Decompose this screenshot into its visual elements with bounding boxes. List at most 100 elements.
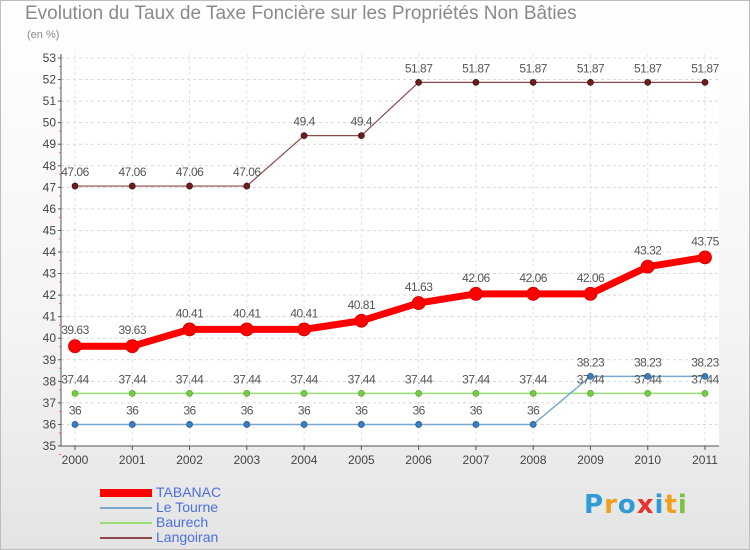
data-point [529, 421, 537, 428]
data-label: 51.87 [462, 61, 490, 75]
data-label: 36 [412, 403, 425, 417]
legend-label: TABANAC [156, 484, 222, 500]
data-point [68, 339, 82, 354]
x-tick-label: 2002 [176, 453, 203, 467]
series-line-langoiran [75, 81, 705, 187]
data-label: 43.32 [634, 244, 662, 258]
logo-letter: x [636, 490, 655, 520]
data-label: 40.81 [348, 298, 376, 312]
x-tick-label: 2003 [233, 453, 260, 467]
x-tick-label: 2011 [692, 453, 718, 467]
y-tick-label: 36 [43, 417, 57, 431]
data-point [186, 182, 193, 190]
data-point [587, 372, 594, 380]
data-point [472, 78, 480, 86]
data-point [415, 421, 423, 428]
data-point [587, 78, 594, 86]
data-label: 37.44 [61, 372, 89, 386]
x-tick-label: 2005 [348, 453, 375, 467]
logo-letter: t [664, 490, 678, 520]
data-label: 47.06 [233, 165, 261, 179]
data-point [300, 421, 308, 428]
data-point [354, 313, 369, 328]
data-label: 36 [241, 403, 254, 417]
data-point [300, 390, 308, 397]
data-label: 36 [298, 403, 311, 417]
data-point [701, 372, 709, 380]
data-point [640, 259, 655, 274]
y-tick-label: 48 [43, 159, 57, 173]
data-label: 39.63 [61, 323, 89, 337]
data-label: 49.4 [293, 115, 315, 129]
data-point [128, 182, 136, 190]
data-label: 36 [527, 403, 540, 417]
y-tick-label: 44 [43, 245, 57, 259]
data-point [583, 286, 598, 301]
x-tick-label: 2001 [119, 453, 146, 467]
y-tick-label: 43 [43, 267, 57, 281]
y-tick-label: 47 [43, 180, 57, 194]
series-line-le-tourne [75, 375, 705, 426]
x-tick-label: 2006 [405, 453, 432, 467]
y-tick-label: 35 [43, 439, 57, 453]
logo-letter: i [654, 490, 665, 520]
x-tick-label: 2007 [463, 453, 490, 467]
legend-swatch [100, 507, 152, 509]
data-label: 37.44 [290, 372, 318, 386]
data-label: 37.44 [176, 372, 204, 386]
logo-letter: i [677, 490, 688, 520]
data-label: 38.23 [577, 355, 605, 369]
data-label: 51.87 [405, 61, 433, 75]
y-tick-label: 40 [43, 331, 57, 345]
data-point [182, 322, 197, 337]
data-label: 39.63 [119, 323, 147, 337]
chart-subtitle: (en %) [27, 29, 60, 41]
plot-area [61, 54, 719, 446]
data-label: 38.23 [691, 355, 719, 369]
x-tick-label: 2010 [634, 453, 661, 467]
data-label: 37.44 [233, 372, 261, 386]
legend-swatch [100, 537, 152, 539]
legend-label: Baurech [156, 514, 209, 530]
data-point [125, 339, 140, 354]
data-point [243, 390, 251, 397]
y-tick-label: 49 [43, 137, 57, 151]
data-point [357, 390, 365, 397]
data-point [186, 421, 193, 428]
data-label: 37.44 [405, 372, 433, 386]
data-point [239, 322, 254, 337]
data-point [415, 390, 423, 397]
data-point [300, 132, 308, 140]
data-label: 47.06 [176, 165, 204, 179]
x-tick-label: 2009 [577, 453, 604, 467]
data-label: 37.44 [119, 372, 147, 386]
data-label: 37.44 [462, 372, 490, 386]
data-label: 36 [470, 403, 483, 417]
data-label: 47.06 [119, 165, 147, 179]
y-tick-label: 42 [43, 288, 57, 302]
y-tick-label: 39 [43, 353, 57, 367]
data-label: 40.41 [233, 306, 261, 320]
legend-label: Le Tourne [156, 499, 219, 515]
data-point [701, 78, 709, 86]
data-label: 38.23 [634, 355, 662, 369]
data-point [644, 78, 652, 86]
data-label: 51.87 [577, 61, 605, 75]
data-point [701, 390, 709, 397]
data-point [529, 78, 537, 86]
y-tick-label: 46 [43, 202, 57, 216]
x-tick-label: 2004 [291, 453, 318, 467]
data-label: 42.06 [577, 271, 605, 285]
proxiti-logo: Proxiti [584, 490, 688, 520]
y-tick-label: 52 [43, 73, 57, 87]
data-label: 42.06 [519, 271, 547, 285]
data-label: 37.44 [577, 372, 605, 386]
data-label: 36 [69, 403, 82, 417]
data-point [415, 78, 423, 86]
logo-letter: r [604, 490, 618, 520]
data-point [243, 182, 251, 190]
chart-title: Evolution du Taux de Taxe Foncière sur l… [25, 3, 577, 24]
data-label: 51.87 [634, 61, 662, 75]
data-label: 43.75 [691, 234, 719, 248]
